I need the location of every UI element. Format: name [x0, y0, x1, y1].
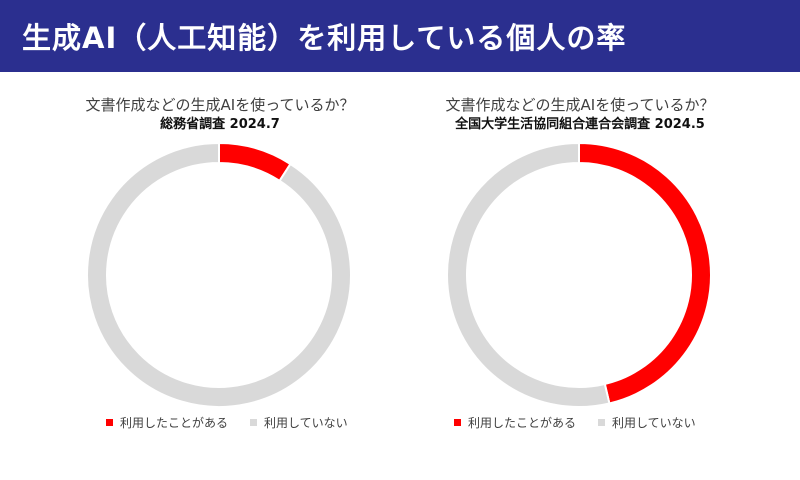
legend-univcoop: 利用したことがある 利用していない	[454, 412, 718, 432]
header-bar: 生成AI（人工知能）を利用している個人の率	[0, 0, 800, 72]
legend-label: 利用していない	[612, 415, 696, 430]
legend-swatch	[454, 418, 461, 426]
chart-panel-univcoop: 文書作成などの生成AIを使っているか？ 全国大学生活協同組合連合会調査 2024…	[430, 94, 730, 408]
chart-panel-mic: 文書作成などの生成AIを使っているか？ 総務省調査 2024.7	[70, 94, 370, 408]
donut-slice-not-used	[86, 141, 352, 408]
donut-slice-not-used	[446, 141, 611, 408]
chart-title: 文書作成などの生成AIを使っているか？	[85, 96, 355, 114]
legend-mic: 利用したことがある 利用していない	[106, 412, 370, 432]
legend-item-used: 利用したことがある	[106, 414, 228, 431]
page-title: 生成AI（人工知能）を利用している個人の率	[22, 21, 627, 55]
donut-slice-used	[578, 141, 712, 405]
legend-swatch	[106, 418, 113, 426]
legend-label: 利用していない	[264, 415, 348, 430]
legend-label: 利用したことがある	[120, 415, 229, 430]
donut-chart-univcoop	[446, 141, 712, 408]
chart-subtitle: 全国大学生活協同組合連合会調査 2024.5	[455, 117, 705, 132]
legend-item-used: 利用したことがある	[454, 414, 576, 431]
legend-swatch	[250, 418, 258, 426]
legend-item-not-used: 利用していない	[250, 414, 348, 431]
donut-chart-mic	[86, 141, 352, 408]
legend-item-not-used: 利用していない	[598, 414, 696, 431]
chart-subtitle: 総務省調査 2024.7	[160, 117, 280, 132]
chart-title: 文書作成などの生成AIを使っているか？	[445, 96, 715, 114]
donut-slice-used	[218, 141, 292, 183]
legend-label: 利用したことがある	[468, 415, 577, 430]
legend-swatch	[598, 418, 606, 426]
